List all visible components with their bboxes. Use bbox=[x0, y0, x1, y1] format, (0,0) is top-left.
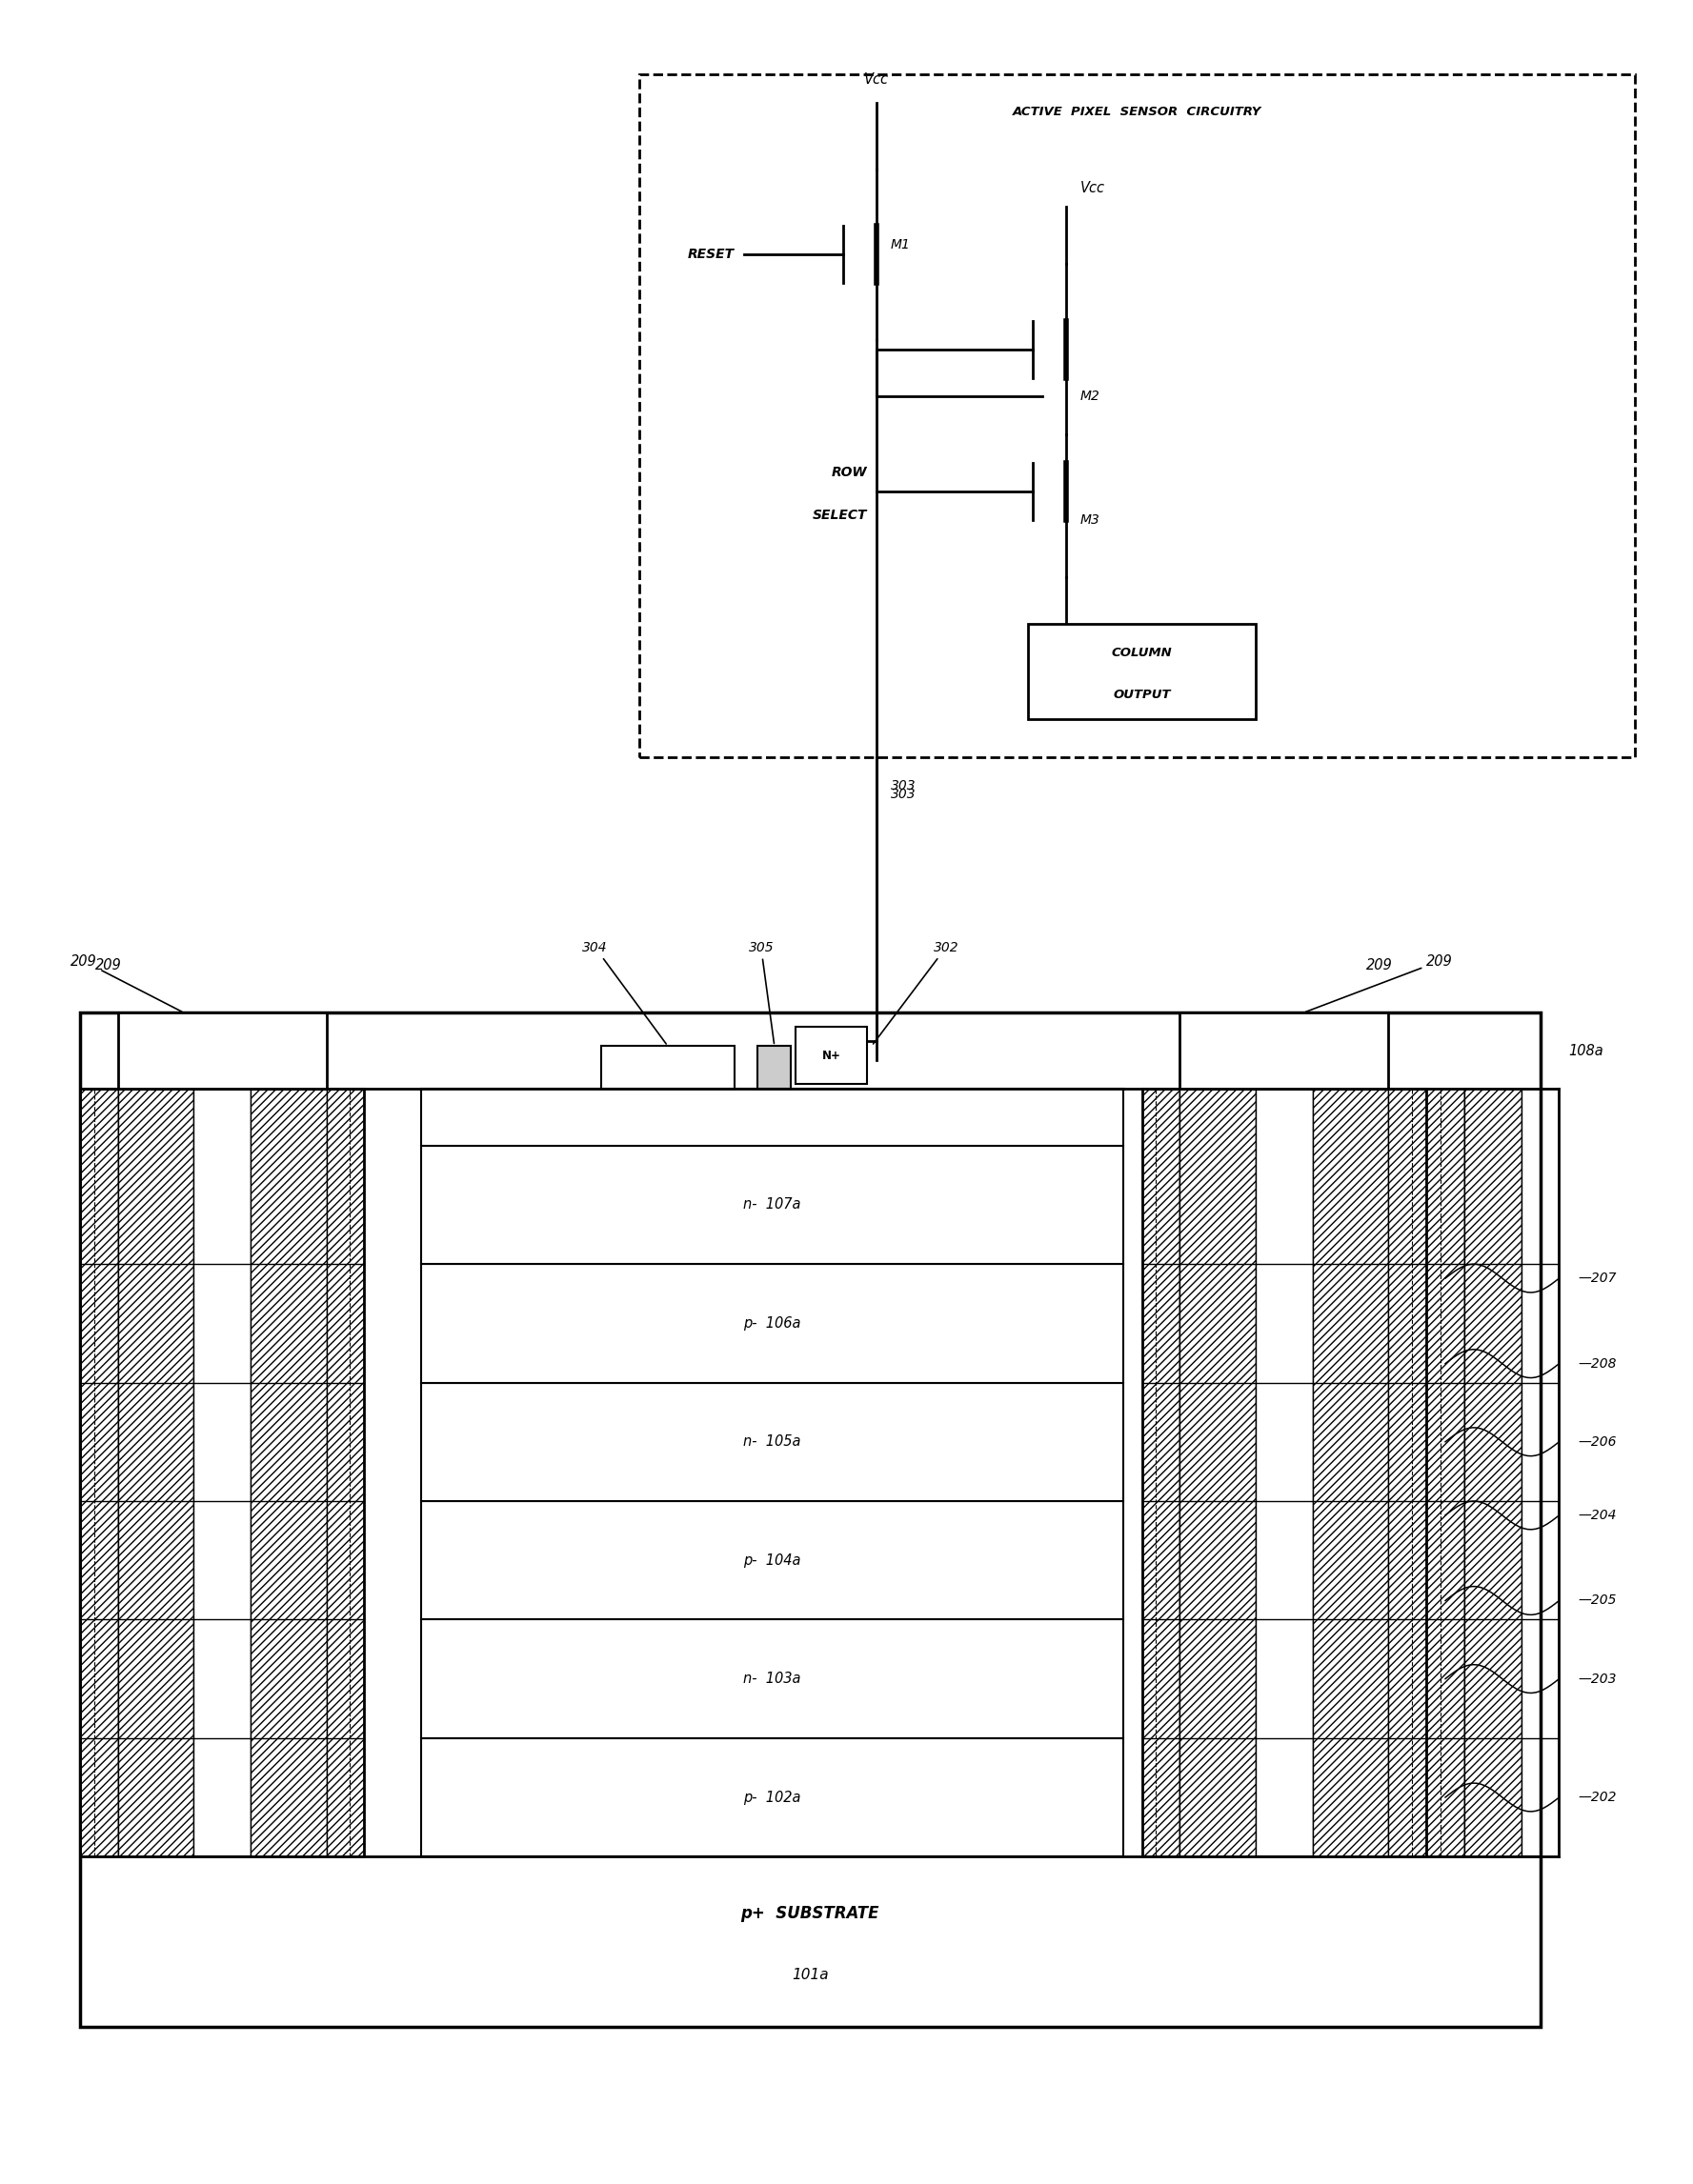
Bar bbox=[422, 1738, 1122, 1856]
Text: ROW: ROW bbox=[831, 465, 867, 478]
Text: COLUMN: COLUMN bbox=[1112, 646, 1172, 660]
Bar bbox=[758, 1046, 791, 1088]
Text: 209: 209 bbox=[71, 954, 181, 1011]
Bar bbox=[1388, 1088, 1427, 1856]
Bar bbox=[1464, 1088, 1522, 1856]
Bar bbox=[80, 1013, 1541, 2027]
Text: p-  102a: p- 102a bbox=[743, 1791, 801, 1804]
Text: M1: M1 bbox=[891, 238, 911, 251]
Text: 108a: 108a bbox=[1569, 1044, 1603, 1057]
Text: —208: —208 bbox=[1578, 1356, 1617, 1369]
Bar bbox=[80, 1856, 1541, 2027]
Text: RESET: RESET bbox=[687, 247, 735, 262]
Text: —203: —203 bbox=[1578, 1673, 1617, 1686]
Text: N+: N+ bbox=[821, 1048, 841, 1061]
Bar bbox=[1141, 1088, 1180, 1856]
Text: M2: M2 bbox=[1080, 391, 1100, 404]
Text: —202: —202 bbox=[1578, 1791, 1617, 1804]
Bar bbox=[119, 1088, 193, 1856]
Text: n-  107a: n- 107a bbox=[743, 1197, 801, 1212]
Text: —205: —205 bbox=[1578, 1594, 1617, 1607]
Bar bbox=[1180, 1013, 1388, 1088]
Bar bbox=[1312, 1088, 1388, 1856]
Bar bbox=[80, 1088, 119, 1856]
Text: M3: M3 bbox=[1080, 513, 1100, 526]
Text: —206: —206 bbox=[1578, 1435, 1617, 1448]
Text: 303: 303 bbox=[891, 788, 916, 802]
Text: ACTIVE  PIXEL  SENSOR  CIRCUITRY: ACTIVE PIXEL SENSOR CIRCUITRY bbox=[1012, 107, 1261, 118]
Text: 302: 302 bbox=[874, 941, 958, 1044]
Text: Vcc: Vcc bbox=[1080, 181, 1106, 194]
Text: p-  106a: p- 106a bbox=[743, 1317, 801, 1330]
Bar bbox=[1180, 1088, 1256, 1856]
Bar bbox=[422, 1088, 1122, 1147]
Bar bbox=[422, 1382, 1122, 1500]
Bar bbox=[1427, 1088, 1464, 1856]
Text: 209: 209 bbox=[1305, 954, 1453, 1011]
Text: p+  SUBSTRATE: p+ SUBSTRATE bbox=[740, 1904, 879, 1922]
Text: n-  103a: n- 103a bbox=[743, 1671, 801, 1686]
Text: 303: 303 bbox=[891, 780, 916, 793]
Bar bbox=[601, 1046, 735, 1088]
Bar bbox=[422, 1621, 1122, 1738]
Bar bbox=[422, 1147, 1122, 1265]
Text: —204: —204 bbox=[1578, 1509, 1617, 1522]
Bar bbox=[796, 1026, 867, 1083]
Text: Vcc: Vcc bbox=[863, 72, 889, 85]
Text: 305: 305 bbox=[748, 941, 774, 1044]
Text: 304: 304 bbox=[582, 941, 665, 1044]
Text: 209: 209 bbox=[95, 959, 122, 972]
Text: 209: 209 bbox=[1366, 959, 1392, 972]
Text: n-  105a: n- 105a bbox=[743, 1435, 801, 1448]
Bar bbox=[251, 1088, 327, 1856]
Bar bbox=[422, 1265, 1122, 1382]
Text: p-  104a: p- 104a bbox=[743, 1553, 801, 1568]
Text: SELECT: SELECT bbox=[813, 509, 867, 522]
Bar bbox=[119, 1013, 327, 1088]
Bar bbox=[1028, 625, 1256, 719]
Text: —207: —207 bbox=[1578, 1271, 1617, 1284]
Bar bbox=[327, 1088, 364, 1856]
Text: 101a: 101a bbox=[792, 1968, 828, 1983]
Bar bbox=[422, 1500, 1122, 1621]
Text: OUTPUT: OUTPUT bbox=[1112, 690, 1170, 701]
Bar bbox=[640, 74, 1635, 758]
